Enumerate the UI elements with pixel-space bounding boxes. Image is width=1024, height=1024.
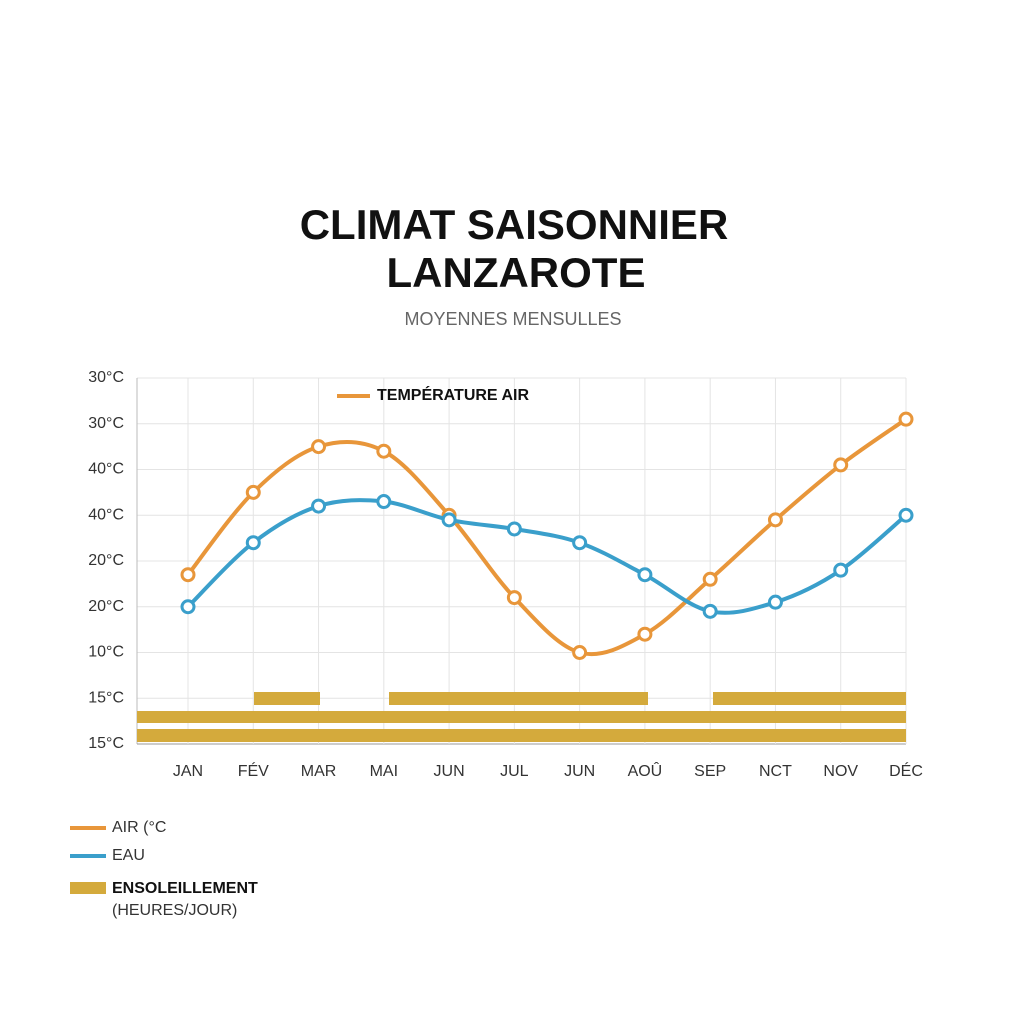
line: [186, 498, 908, 615]
x-tick-label: NOV: [823, 763, 858, 780]
point: [376, 494, 392, 510]
y-tick-label: 30°C: [88, 369, 124, 386]
sunshine-bar: [254, 692, 320, 705]
point: [506, 590, 522, 606]
point: [506, 521, 522, 537]
sunshine-bar: [389, 692, 648, 705]
point: [311, 498, 327, 514]
point: [245, 484, 261, 500]
point: [833, 457, 849, 473]
x-tick-label: MAI: [370, 763, 398, 780]
y-tick-label: 15°C: [88, 735, 124, 752]
x-tick-label: FÉV: [238, 761, 269, 780]
x-tick-label: MAR: [301, 763, 337, 780]
y-tick-label: 20°C: [88, 552, 124, 569]
x-tick-label: DÉC: [889, 761, 923, 780]
point: [637, 567, 653, 583]
point: [767, 594, 783, 610]
line: [186, 417, 908, 657]
point: [833, 562, 849, 578]
legend-label: AIR (°C: [112, 819, 166, 836]
x-tick-label: JUN: [564, 763, 595, 780]
point: [180, 599, 196, 615]
point: [311, 439, 327, 455]
sunshine-bars: [137, 692, 906, 742]
x-tick-label: NCT: [759, 763, 792, 780]
y-tick-label: 30°C: [88, 415, 124, 432]
x-tick-label: SEP: [694, 763, 726, 780]
point: [572, 645, 588, 660]
chart-title: LANZAROTE: [387, 249, 646, 296]
legend-swatch: [70, 882, 106, 894]
point: [572, 535, 588, 551]
y-tick-label: 40°C: [88, 506, 124, 523]
point: [898, 411, 914, 427]
x-tick-label: AOÛ: [628, 761, 663, 780]
sunshine-bar: [137, 729, 906, 742]
annotation: TEMPÉRATURE AIR: [377, 385, 529, 404]
legend-label: ENSOLEILLEMENT: [112, 880, 258, 897]
grid: [136, 377, 907, 745]
legend-label: (HEURES/JOUR): [112, 902, 237, 919]
x-tick-label: JUL: [500, 763, 529, 780]
chart-subtitle: MOYENNES MENSULLES: [404, 309, 621, 329]
y-tick-label: 10°C: [88, 644, 124, 661]
chart-title: CLIMAT SAISONNIER: [300, 201, 729, 248]
point: [376, 443, 392, 459]
sunshine-bar: [713, 692, 906, 705]
sunshine-bar: [137, 711, 906, 723]
point: [702, 603, 718, 619]
y-tick-label: 40°C: [88, 461, 124, 478]
point: [245, 535, 261, 551]
point: [441, 512, 457, 528]
x-tick-label: JUN: [434, 763, 465, 780]
legend-label: EAU: [112, 847, 145, 864]
point: [702, 571, 718, 587]
x-tick-label: JAN: [173, 763, 203, 780]
point: [767, 512, 783, 528]
point: [637, 626, 653, 642]
y-tick-label: 15°C: [88, 689, 124, 706]
y-tick-label: 20°C: [88, 598, 124, 615]
point: [898, 507, 914, 523]
point: [180, 567, 196, 583]
